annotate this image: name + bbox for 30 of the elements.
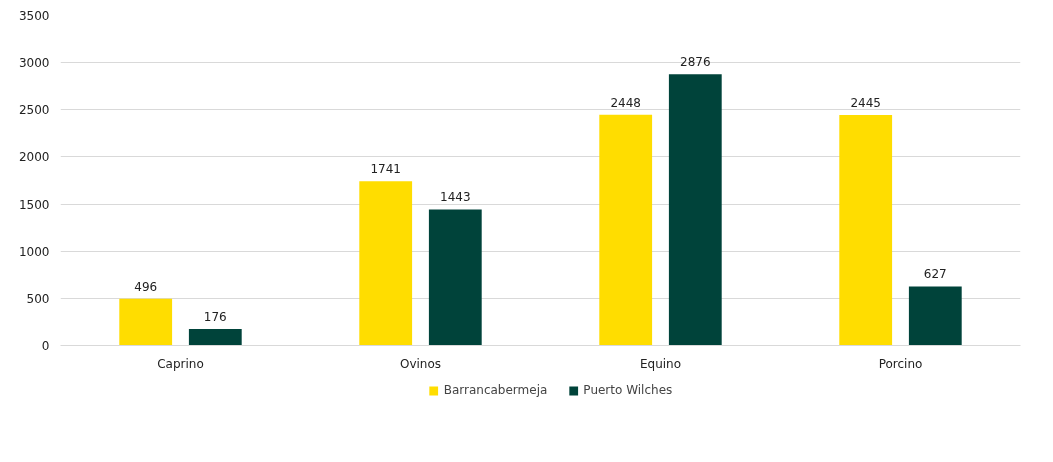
x-tick-label: Equino <box>639 356 682 371</box>
y-tick-label: 3000 <box>18 56 50 71</box>
data-label: 627 <box>923 267 947 282</box>
data-label: 496 <box>134 279 158 294</box>
bar <box>359 181 413 346</box>
data-label: 1443 <box>440 190 471 205</box>
y-tick-label: 1500 <box>18 197 50 212</box>
legend-label: Barrancabermeja <box>443 383 548 397</box>
y-tick-label: 1000 <box>18 244 50 259</box>
data-label: 176 <box>203 309 227 324</box>
x-tick-label: Caprino <box>157 356 204 371</box>
legend-label: Puerto Wilches <box>583 383 673 397</box>
data-label: 1741 <box>370 162 401 177</box>
data-label: 2448 <box>610 95 641 110</box>
bar <box>599 114 653 346</box>
bar <box>908 286 962 346</box>
y-tick-label: 500 <box>26 291 50 306</box>
x-tick-label: Ovinos <box>399 356 442 371</box>
bar <box>668 74 722 346</box>
bar <box>119 298 173 346</box>
y-tick-label: 2000 <box>18 150 50 165</box>
y-tick-label: 2500 <box>18 103 50 118</box>
bar <box>188 328 242 346</box>
bar <box>839 114 893 346</box>
data-label: 2445 <box>850 95 881 110</box>
bar <box>428 209 482 346</box>
y-tick-label: 0 <box>41 339 50 353</box>
x-tick-label: Porcino <box>878 356 923 371</box>
y-tick-label: 3500 <box>18 9 50 23</box>
data-label: 2876 <box>680 55 711 70</box>
